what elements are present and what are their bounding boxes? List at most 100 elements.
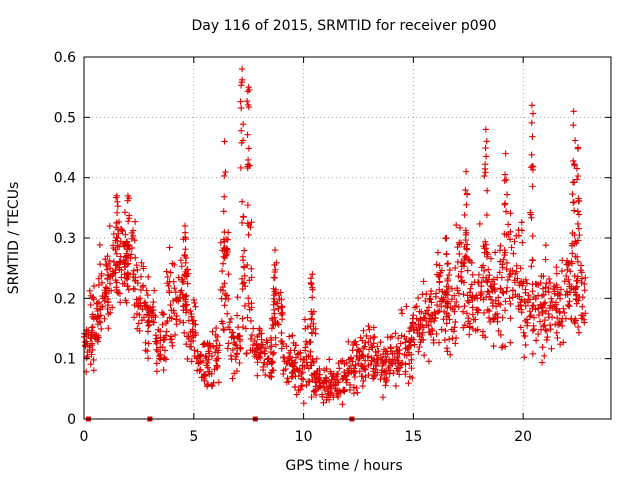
data-point bbox=[215, 347, 222, 354]
data-point bbox=[254, 344, 261, 351]
data-point bbox=[248, 304, 255, 311]
data-point bbox=[475, 279, 483, 286]
data-point bbox=[504, 221, 512, 228]
data-point bbox=[378, 369, 385, 376]
data-point bbox=[310, 320, 317, 328]
data-point bbox=[518, 308, 525, 316]
data-point bbox=[575, 225, 583, 232]
data-point bbox=[428, 325, 436, 333]
data-point bbox=[291, 359, 299, 366]
data-point bbox=[295, 350, 303, 357]
data-point bbox=[131, 301, 138, 309]
data-point bbox=[553, 270, 561, 277]
data-point bbox=[548, 295, 555, 302]
data-point bbox=[574, 297, 582, 304]
data-point bbox=[451, 302, 459, 310]
data-point bbox=[238, 275, 246, 283]
data-point bbox=[470, 316, 477, 323]
data-point bbox=[104, 305, 111, 313]
data-point bbox=[95, 298, 103, 306]
data-point bbox=[248, 331, 256, 339]
data-point bbox=[456, 240, 463, 248]
data-point bbox=[532, 306, 539, 313]
data-point bbox=[307, 275, 315, 282]
data-point bbox=[220, 327, 228, 334]
data-point bbox=[411, 304, 419, 311]
data-point bbox=[298, 375, 305, 382]
data-point bbox=[560, 305, 567, 312]
data-point bbox=[145, 322, 152, 330]
data-point bbox=[190, 296, 198, 304]
data-point bbox=[124, 271, 131, 279]
data-point bbox=[569, 229, 576, 237]
data-point bbox=[240, 263, 248, 270]
data-point bbox=[553, 263, 560, 271]
data-point bbox=[569, 250, 576, 257]
data-point bbox=[114, 202, 122, 210]
data-point bbox=[370, 340, 377, 347]
data-point bbox=[489, 302, 497, 310]
data-point bbox=[248, 219, 255, 226]
data-point bbox=[574, 323, 582, 331]
data-point bbox=[554, 334, 561, 342]
data-point bbox=[334, 393, 342, 401]
data-point bbox=[456, 224, 464, 232]
data-point bbox=[402, 370, 409, 378]
data-point bbox=[520, 354, 528, 361]
data-point bbox=[483, 253, 491, 260]
data-point bbox=[565, 276, 572, 284]
data-point bbox=[220, 244, 228, 252]
data-point bbox=[397, 340, 404, 347]
data-point bbox=[157, 337, 164, 344]
data-point bbox=[486, 318, 494, 326]
data-point bbox=[112, 246, 119, 253]
data-point bbox=[195, 359, 202, 367]
x-tick-labels: 0 5 10 15 20 bbox=[80, 429, 533, 445]
data-point bbox=[140, 263, 147, 270]
data-point bbox=[97, 312, 104, 319]
data-point bbox=[129, 232, 137, 240]
data-point bbox=[529, 350, 537, 358]
data-point bbox=[411, 341, 418, 348]
data-point bbox=[553, 305, 560, 312]
data-point bbox=[419, 291, 426, 298]
data-point bbox=[433, 261, 440, 268]
data-point bbox=[455, 303, 462, 311]
data-point bbox=[154, 348, 162, 355]
data-point bbox=[112, 266, 119, 274]
data-point bbox=[497, 242, 504, 250]
data-point bbox=[87, 301, 94, 309]
data-point bbox=[161, 347, 169, 354]
data-point bbox=[540, 273, 547, 280]
data-point bbox=[152, 338, 159, 345]
data-point bbox=[406, 360, 413, 367]
data-point bbox=[579, 312, 587, 319]
data-point bbox=[568, 240, 576, 247]
data-point bbox=[90, 356, 97, 364]
data-point bbox=[487, 296, 495, 303]
data-point bbox=[511, 238, 518, 245]
data-point bbox=[328, 376, 335, 384]
data-point bbox=[304, 378, 312, 385]
data-point bbox=[268, 369, 275, 376]
data-point bbox=[123, 254, 130, 261]
data-point bbox=[413, 315, 420, 322]
data-point bbox=[374, 343, 381, 350]
data-point bbox=[482, 144, 489, 152]
data-point bbox=[245, 145, 253, 152]
data-point bbox=[580, 316, 588, 323]
y-tick-label: 0 bbox=[67, 412, 76, 428]
data-point bbox=[129, 227, 137, 234]
x-tick-label: 5 bbox=[189, 429, 198, 445]
data-point bbox=[554, 321, 562, 329]
data-point bbox=[464, 267, 471, 274]
data-point bbox=[368, 354, 375, 362]
data-point bbox=[220, 325, 227, 333]
data-point bbox=[112, 237, 119, 244]
data-point bbox=[448, 285, 456, 293]
data-point bbox=[316, 365, 323, 372]
chart-title: Day 116 of 2015, SRMTID for receiver p09… bbox=[191, 18, 496, 34]
data-point bbox=[453, 298, 460, 306]
data-point bbox=[114, 226, 122, 233]
data-point bbox=[461, 303, 468, 310]
